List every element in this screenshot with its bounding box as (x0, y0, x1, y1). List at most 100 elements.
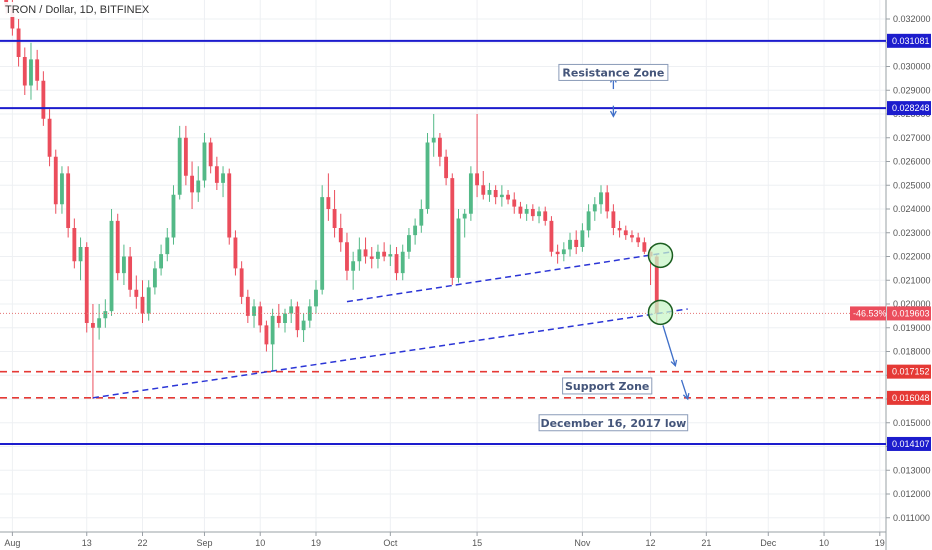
candle-body[interactable] (196, 180, 201, 193)
candle-body[interactable] (561, 249, 566, 255)
candle-body[interactable] (413, 225, 418, 236)
candle-body[interactable] (357, 249, 362, 262)
candle-body[interactable] (35, 59, 40, 81)
candle-body[interactable] (332, 209, 337, 228)
candle-body[interactable] (506, 194, 510, 200)
candle-body[interactable] (549, 220, 554, 252)
candle-body[interactable] (605, 192, 610, 212)
candle-body[interactable] (369, 256, 374, 259)
arrow-shaft[interactable] (662, 325, 676, 366)
candle-body[interactable] (481, 185, 486, 195)
candle-body[interactable] (592, 204, 597, 212)
candle-body[interactable] (530, 209, 535, 217)
candle-body[interactable] (487, 190, 492, 195)
candle-body[interactable] (91, 323, 95, 328)
candle-body[interactable] (456, 218, 461, 278)
candle-body[interactable] (10, 7, 15, 29)
annotation-box[interactable] (538, 414, 689, 432)
candle-body[interactable] (29, 59, 33, 86)
candle-body[interactable] (642, 242, 647, 252)
candle-body[interactable] (121, 256, 126, 274)
candle-body[interactable] (16, 28, 21, 58)
candle-body[interactable] (159, 254, 164, 269)
candle-body[interactable] (345, 242, 349, 271)
annotation-box[interactable] (558, 63, 669, 81)
candle-body[interactable] (400, 251, 405, 274)
candle-body[interactable] (338, 228, 343, 243)
candle-body[interactable] (654, 256, 659, 314)
candle-body[interactable] (499, 194, 504, 198)
candle-body[interactable] (580, 230, 585, 247)
candle-body[interactable] (301, 320, 306, 331)
candle-body[interactable] (407, 235, 411, 252)
candle-body[interactable] (586, 211, 591, 231)
candle-body[interactable] (72, 228, 77, 262)
candle-body[interactable] (555, 251, 560, 255)
candle-body[interactable] (128, 256, 133, 290)
highlight-circle[interactable] (647, 299, 674, 326)
candle-body[interactable] (190, 175, 194, 193)
candle-body[interactable] (214, 166, 219, 183)
candle-body[interactable] (221, 173, 225, 183)
candle-body[interactable] (425, 142, 430, 210)
candle-body[interactable] (444, 156, 449, 179)
candle-body[interactable] (599, 192, 603, 205)
candle-body[interactable] (177, 137, 182, 195)
candle-body[interactable] (66, 173, 71, 228)
candle-body[interactable] (97, 318, 102, 328)
candle-body[interactable] (208, 142, 213, 167)
candle-body[interactable] (41, 80, 46, 119)
candle-body[interactable] (245, 296, 250, 316)
candle-body[interactable] (611, 211, 616, 228)
candle-body[interactable] (115, 220, 120, 274)
candle-body[interactable] (630, 235, 634, 238)
arrow-shaft[interactable] (680, 379, 689, 400)
candle-body[interactable] (543, 211, 548, 221)
candle-body[interactable] (84, 247, 89, 323)
candle-body[interactable] (258, 306, 263, 326)
candle-body[interactable] (524, 209, 529, 214)
candle-body[interactable] (270, 315, 275, 345)
candle-body[interactable] (468, 173, 473, 214)
candle-body[interactable] (382, 251, 387, 257)
candle-body[interactable] (623, 230, 628, 236)
candle-body[interactable] (295, 306, 300, 331)
candle-body[interactable] (437, 137, 442, 157)
candle-body[interactable] (283, 313, 287, 324)
candle-body[interactable] (289, 306, 294, 314)
candle-body[interactable] (518, 206, 523, 214)
candle-body[interactable] (376, 251, 380, 259)
candle-body[interactable] (314, 289, 318, 307)
candle-body[interactable] (617, 228, 622, 231)
candle-body[interactable] (475, 173, 479, 186)
trendline[interactable] (346, 251, 670, 303)
candle-body[interactable] (512, 199, 517, 207)
candle-body[interactable] (239, 268, 244, 297)
candle-body[interactable] (252, 306, 256, 316)
candle-body[interactable] (233, 237, 238, 269)
candle-body[interactable] (568, 239, 572, 250)
candle-body[interactable] (388, 254, 393, 257)
candle-body[interactable] (22, 57, 27, 86)
candle-body[interactable] (276, 315, 281, 323)
candle-body[interactable] (326, 197, 331, 209)
highlight-circle[interactable] (647, 242, 674, 269)
candle-body[interactable] (152, 268, 157, 288)
candle-body[interactable] (394, 254, 399, 274)
candle-body[interactable] (493, 190, 498, 198)
candle-body[interactable] (109, 220, 114, 312)
candle-body[interactable] (351, 261, 356, 271)
candle-body[interactable] (462, 213, 467, 219)
candle-body[interactable] (183, 137, 188, 176)
candle-body[interactable] (202, 142, 207, 181)
candle-body[interactable] (419, 209, 424, 226)
candle-body[interactable] (636, 237, 641, 243)
annotation-box[interactable] (562, 377, 653, 395)
candle-body[interactable] (574, 239, 579, 247)
candle-body[interactable] (134, 289, 139, 297)
trendline[interactable] (92, 308, 688, 399)
candle-body[interactable] (450, 178, 455, 278)
candle-body[interactable] (431, 137, 436, 143)
candle-body[interactable] (227, 173, 232, 238)
